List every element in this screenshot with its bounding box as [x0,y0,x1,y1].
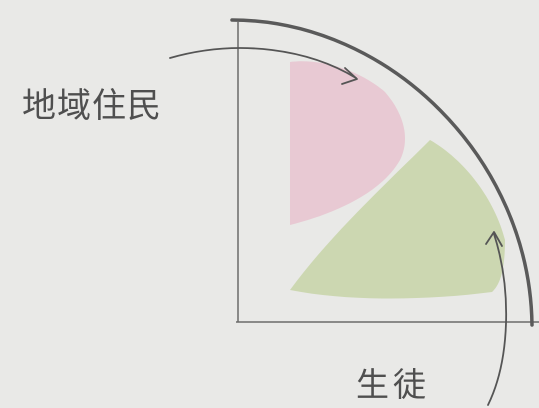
students-arrow [487,233,508,406]
residents-arrow-head [341,67,358,85]
students-arrow-head [485,231,503,247]
students-region [290,140,505,299]
residents-region [290,61,405,225]
quarter-arc [230,18,534,327]
residents-label: 地域住民 [22,86,162,126]
students-label: 生徒 [356,365,430,404]
residents-arrow [169,47,357,79]
